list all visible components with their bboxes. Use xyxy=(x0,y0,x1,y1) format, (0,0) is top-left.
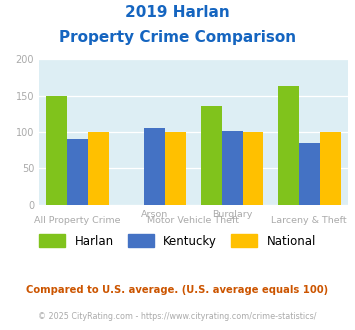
Text: Burglary: Burglary xyxy=(212,211,252,219)
Bar xyxy=(47,96,67,205)
Text: Motor Vehicle Theft: Motor Vehicle Theft xyxy=(147,216,240,225)
Text: 2019 Harlan: 2019 Harlan xyxy=(125,5,230,20)
Bar xyxy=(201,106,222,205)
Bar xyxy=(144,128,165,205)
Text: Arson: Arson xyxy=(141,211,169,219)
Bar xyxy=(67,139,88,205)
Text: Property Crime Comparison: Property Crime Comparison xyxy=(59,30,296,45)
Bar xyxy=(299,143,320,205)
Bar xyxy=(278,86,299,205)
Text: Larceny & Theft: Larceny & Theft xyxy=(272,216,347,225)
Bar xyxy=(222,131,242,205)
Legend: Harlan, Kentucky, National: Harlan, Kentucky, National xyxy=(34,229,321,252)
Bar xyxy=(242,132,263,205)
Text: Compared to U.S. average. (U.S. average equals 100): Compared to U.S. average. (U.S. average … xyxy=(26,285,329,295)
Text: All Property Crime: All Property Crime xyxy=(34,216,121,225)
Bar xyxy=(88,132,109,205)
Text: © 2025 CityRating.com - https://www.cityrating.com/crime-statistics/: © 2025 CityRating.com - https://www.city… xyxy=(38,312,317,321)
Bar xyxy=(320,132,340,205)
Bar xyxy=(165,132,186,205)
